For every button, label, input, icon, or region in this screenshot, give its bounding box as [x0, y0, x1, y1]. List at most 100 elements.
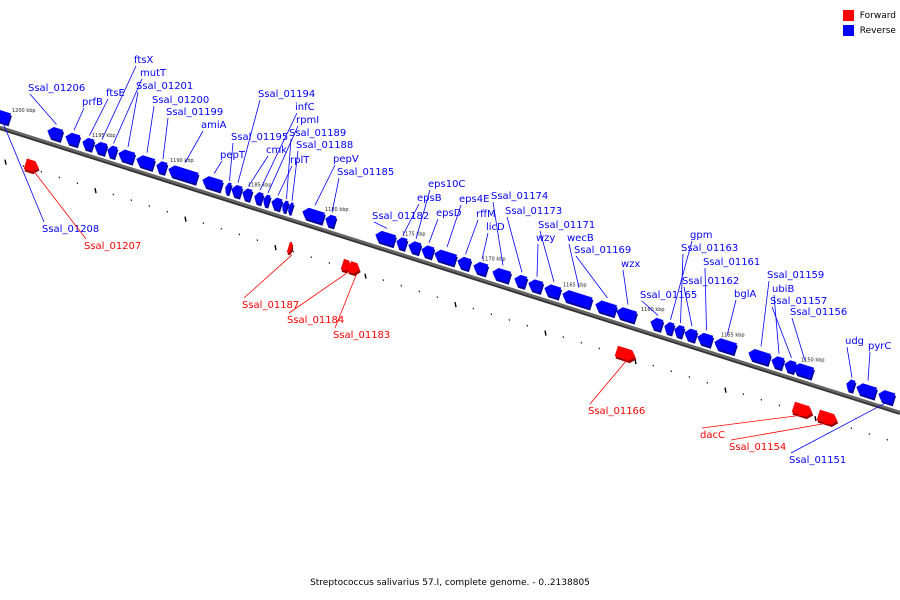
gene-label-cmk[interactable]: cmk — [266, 145, 287, 156]
gene-arrow-Ssal_01208[interactable] — [0, 107, 12, 127]
gene-arrow-Ssal_01174[interactable] — [490, 266, 513, 285]
gene-arrow-eps4E[interactable] — [432, 248, 458, 268]
gene-arrow-prfB[interactable] — [63, 131, 82, 149]
gene-label-Ssal_01187[interactable]: Ssal_01187 — [242, 300, 299, 311]
gene-arrow-Ssal_01156[interactable] — [791, 362, 815, 381]
gene-label-Ssal_01154[interactable]: Ssal_01154 — [729, 442, 786, 453]
gene-label-rpmI[interactable]: rpmI — [296, 115, 319, 126]
gene-arrow-rpmI[interactable] — [261, 194, 272, 209]
gene-label-pepV[interactable]: pepV — [333, 154, 359, 165]
gene-label-bglA[interactable]: bglA — [734, 289, 756, 300]
gene-arrow-licD[interactable] — [471, 260, 490, 278]
gene-arrow-Ssal_01188[interactable] — [286, 202, 295, 216]
gene-label-Ssal_01183[interactable]: Ssal_01183 — [333, 330, 390, 341]
gene-label-Ssal_01163[interactable]: Ssal_01163 — [681, 243, 738, 254]
gene-arrow-pepT[interactable] — [200, 175, 224, 194]
gene-arrow-Ssal_01154[interactable] — [816, 409, 840, 429]
gene-label-Ssal_01195[interactable]: Ssal_01195 — [231, 132, 288, 143]
gene-arrow-Ssal_01151[interactable] — [876, 389, 897, 407]
gene-arrow-Ssal_01195[interactable] — [223, 182, 233, 197]
gene-label-Ssal_01188[interactable]: Ssal_01188 — [296, 140, 353, 151]
gene-arrow-wecB[interactable] — [560, 289, 594, 311]
gene-label-Ssal_01151[interactable]: Ssal_01151 — [789, 455, 846, 466]
gene-label-Ssal_01185[interactable]: Ssal_01185 — [337, 167, 394, 178]
gene-arrow-bglA[interactable] — [712, 337, 738, 357]
gene-arrow-ftsE[interactable] — [80, 137, 96, 153]
gene-label-Ssal_01201[interactable]: Ssal_01201 — [136, 81, 193, 92]
gene-label-epsB[interactable]: epsB — [417, 193, 442, 204]
gene-label-Ssal_01156[interactable]: Ssal_01156 — [790, 307, 847, 318]
gene-arrow-Ssal_01159[interactable] — [746, 348, 772, 367]
gene-arrow-infC[interactable] — [252, 191, 265, 207]
gene-label-rffM[interactable]: rffM — [476, 209, 496, 220]
gene-arrow-Ssal_01161[interactable] — [695, 331, 715, 349]
gene-arrow-Ssal_01169[interactable] — [593, 299, 618, 319]
gene-arrow-Ssal_01157[interactable] — [782, 359, 798, 376]
gene-label-gpm[interactable]: gpm — [690, 230, 712, 241]
gene-arrow-Ssal_01166[interactable] — [614, 345, 638, 365]
gene-arrow-wzy[interactable] — [526, 278, 545, 295]
gene-label-Ssal_01173[interactable]: Ssal_01173 — [505, 206, 562, 217]
gene-label-Ssal_01159[interactable]: Ssal_01159 — [767, 270, 824, 281]
gene-label-eps4E[interactable]: eps4E — [459, 194, 489, 205]
gene-arrow-cmk[interactable] — [240, 187, 254, 203]
gene-arrow-Ssal_01165[interactable] — [648, 316, 665, 333]
gene-arrow-pyrC[interactable] — [854, 382, 878, 401]
gene-label-wzx[interactable]: wzx — [621, 259, 640, 270]
gene-arrow-Ssal_01182[interactable] — [373, 229, 397, 249]
gene-arrow-udg[interactable] — [844, 379, 857, 394]
gene-label-wecB[interactable]: wecB — [567, 233, 594, 244]
gene-label-Ssal_01206[interactable]: Ssal_01206 — [28, 83, 85, 94]
gene-label-dacC[interactable]: dacC — [700, 430, 725, 441]
gene-arrow-Ssal_01185[interactable] — [323, 214, 338, 230]
gene-arrow-Ssal_01207[interactable] — [23, 158, 42, 176]
gene-arrow-Ssal_01187[interactable] — [286, 241, 295, 256]
gene-label-amiA[interactable]: amiA — [201, 120, 227, 131]
gene-label-Ssal_01189[interactable]: Ssal_01189 — [289, 128, 346, 139]
gene-label-Ssal_01182[interactable]: Ssal_01182 — [372, 211, 429, 222]
gene-arrow-mutT[interactable] — [105, 145, 119, 161]
gene-label-ubiB[interactable]: ubiB — [772, 284, 794, 295]
gene-arrow-epsD[interactable] — [419, 244, 436, 261]
gene-label-infC[interactable]: infC — [295, 102, 315, 113]
gene-arrow-Ssal_01163[interactable] — [672, 324, 686, 340]
gene-label-ftsX[interactable]: ftsX — [134, 55, 153, 66]
gene-label-Ssal_01162[interactable]: Ssal_01162 — [682, 276, 739, 287]
gene-arrow-Ssal_01189[interactable] — [280, 200, 290, 215]
gene-label-Ssal_01174[interactable]: Ssal_01174 — [491, 191, 548, 202]
gene-arrow-Ssal_01200[interactable] — [134, 154, 157, 172]
gene-label-Ssal_01161[interactable]: Ssal_01161 — [703, 257, 760, 268]
gene-arrow-Ssal_01162[interactable] — [682, 327, 699, 344]
gene-label-rplT[interactable]: rplT — [290, 155, 310, 166]
gene-arrow-dacC[interactable] — [791, 401, 815, 421]
gene-arrow-Ssal_01201[interactable] — [116, 148, 137, 166]
gene-label-ftsE[interactable]: ftsE — [106, 88, 125, 99]
gene-label-Ssal_01166[interactable]: Ssal_01166 — [588, 406, 645, 417]
gene-label-wzy[interactable]: wzy — [536, 233, 555, 244]
gene-arrow-epsB[interactable] — [394, 236, 409, 252]
gene-arrow-eps10C[interactable] — [406, 240, 423, 257]
gene-label-Ssal_01171[interactable]: Ssal_01171 — [538, 220, 595, 231]
gene-arrow-Ssal_01199[interactable] — [154, 160, 169, 176]
gene-arrow-amiA[interactable] — [166, 164, 200, 186]
gene-arrow-Ssal_01206[interactable] — [45, 126, 65, 143]
gene-label-Ssal_01199[interactable]: Ssal_01199 — [166, 107, 223, 118]
gene-label-prfB[interactable]: prfB — [82, 97, 103, 108]
gene-label-Ssal_01208[interactable]: Ssal_01208 — [42, 224, 99, 235]
gene-label-Ssal_01157[interactable]: Ssal_01157 — [770, 296, 827, 307]
gene-arrow-gpm[interactable] — [662, 321, 676, 337]
gene-label-Ssal_01200[interactable]: Ssal_01200 — [152, 95, 209, 106]
gene-arrow-Ssal_01171[interactable] — [542, 283, 563, 301]
gene-arrow-rplT[interactable] — [269, 196, 284, 213]
gene-arrow-Ssal_01194[interactable] — [229, 184, 244, 200]
gene-label-Ssal_01165[interactable]: Ssal_01165 — [640, 290, 697, 301]
gene-label-Ssal_01194[interactable]: Ssal_01194 — [258, 89, 315, 100]
gene-label-udg[interactable]: udg — [845, 336, 864, 347]
gene-arrow-rffM[interactable] — [455, 255, 473, 273]
gene-label-Ssal_01184[interactable]: Ssal_01184 — [287, 315, 344, 326]
gene-arrow-wzx[interactable] — [614, 306, 638, 325]
gene-arrow-pepV[interactable] — [300, 206, 326, 226]
gene-label-eps10C[interactable]: eps10C — [428, 179, 465, 190]
gene-label-pepT[interactable]: pepT — [220, 150, 246, 161]
gene-arrow-Ssal_01184[interactable] — [340, 258, 354, 275]
